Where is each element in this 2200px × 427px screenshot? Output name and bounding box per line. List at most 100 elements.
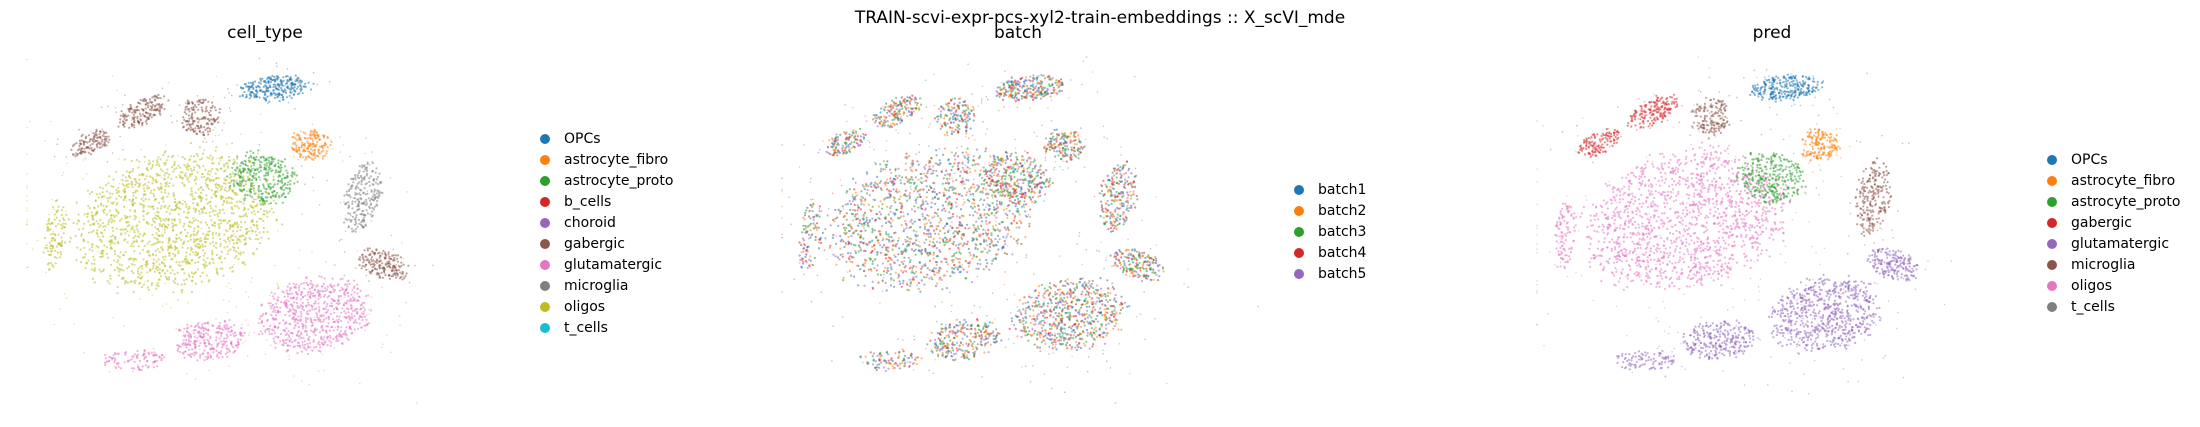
scatter-point (197, 225, 200, 228)
scatter-point (951, 215, 955, 218)
scatter-point (363, 214, 367, 217)
scatter-point (325, 150, 328, 153)
scatter-point (381, 276, 384, 279)
scatter-point (863, 211, 867, 215)
scatter-point (279, 97, 281, 99)
scatter-point (979, 198, 982, 201)
scatter-point (263, 93, 266, 96)
scatter-point (902, 215, 905, 218)
scatter-point (143, 244, 146, 247)
scatter-point (130, 358, 133, 361)
scatter-point (283, 329, 286, 332)
scatter-point (207, 170, 210, 173)
scatter-point (291, 175, 294, 178)
scatter-point (186, 247, 189, 250)
scatter-point (104, 184, 108, 187)
scatter-point (894, 201, 897, 204)
scatter-point (279, 306, 282, 309)
scatter-point (138, 183, 141, 186)
scatter-point (911, 266, 914, 269)
scatter-point (261, 201, 264, 204)
scatter-point (26, 221, 28, 223)
scatter-point (339, 335, 342, 338)
scatter-point (140, 285, 144, 289)
scatter-point (207, 340, 210, 343)
scatter-point (281, 95, 285, 98)
scatter-point (971, 207, 974, 210)
scatter-point (88, 207, 91, 210)
scatter-point (60, 213, 64, 217)
scatter-point (211, 104, 214, 107)
scatter-point (385, 254, 388, 257)
scatter-point (281, 343, 284, 346)
scatter-point (152, 366, 155, 369)
scatter-point (185, 129, 189, 132)
scatter-point (212, 162, 215, 165)
scatter-point (982, 268, 985, 271)
scatter-point (141, 113, 144, 116)
scatter-point (257, 333, 261, 336)
scatter-point (279, 186, 282, 189)
scatter-point (190, 173, 193, 176)
scatter-point (342, 304, 345, 307)
scatter-point (354, 193, 357, 196)
scatter-point (347, 279, 350, 282)
scatter-point (244, 221, 247, 224)
scatter-point (292, 142, 295, 145)
scatter-point (335, 340, 338, 343)
scatter-point (64, 222, 67, 225)
scatter-point (300, 333, 303, 336)
scatter-point (87, 146, 90, 149)
scatter-point (915, 169, 918, 172)
scatter-point (218, 211, 221, 214)
scatter-point (177, 249, 180, 253)
scatter-point (219, 167, 222, 170)
scatter-point (152, 207, 155, 211)
scatter-point (208, 211, 211, 214)
scatter-point (962, 169, 965, 172)
scatter-point (217, 324, 220, 328)
scatter-point (992, 206, 996, 209)
scatter-point (289, 78, 292, 82)
scatter-point (922, 218, 925, 221)
scatter-point (298, 249, 301, 252)
scatter-point (194, 253, 197, 256)
scatter-point (192, 217, 195, 220)
scatter-point (280, 86, 283, 90)
scatter-point (286, 338, 289, 341)
scatter-point (343, 194, 346, 197)
scatter-point (232, 212, 235, 215)
scatter-point (320, 337, 323, 341)
scatter-point (161, 224, 164, 227)
scatter-point (300, 293, 303, 296)
scatter-point (280, 223, 284, 226)
scatter-point (173, 245, 176, 248)
scatter-point (250, 196, 253, 199)
scatter-point (348, 325, 351, 328)
scatter-point (228, 107, 231, 109)
scatter-point (158, 224, 161, 227)
scatter-point (115, 227, 118, 230)
scatter-point (127, 265, 131, 268)
scatter-point (351, 309, 355, 312)
scatter-point (131, 170, 134, 173)
scatter-point (180, 238, 183, 241)
scatter-point (236, 226, 239, 229)
scatter-point (99, 203, 102, 206)
scatter-point (920, 177, 923, 180)
scatter-point (104, 357, 107, 360)
scatter-point (227, 88, 229, 90)
scatter-point (303, 142, 306, 145)
scatter-point (192, 329, 194, 332)
scatter-point (300, 312, 303, 316)
scatter-point (321, 353, 323, 356)
scatter-point (291, 317, 294, 320)
scatter-point (61, 217, 65, 220)
scatter-cluster (112, 271, 272, 375)
scatter-point (187, 224, 190, 226)
scatter-point (959, 208, 963, 211)
scatter-point (366, 192, 369, 195)
scatter-point (311, 349, 314, 352)
scatter-point (952, 240, 955, 243)
scatter-point (314, 330, 317, 333)
